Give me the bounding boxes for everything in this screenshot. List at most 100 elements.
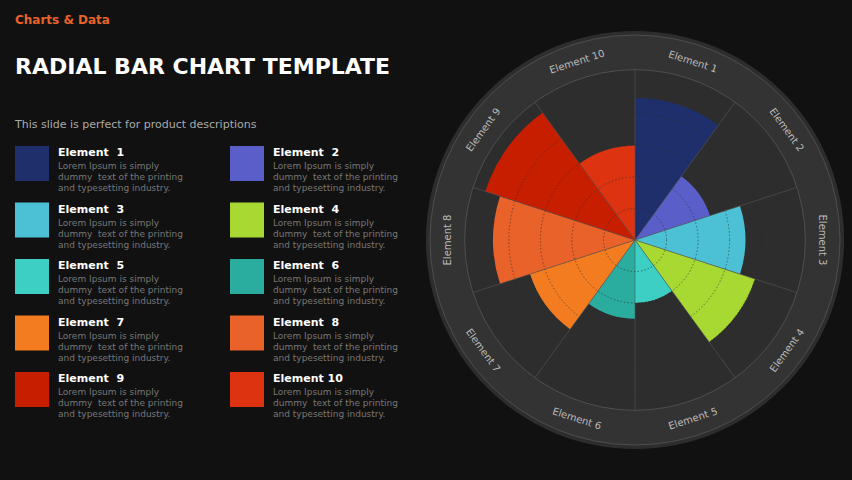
legend-note-line: and typesetting industry.	[273, 240, 385, 250]
legend-note-line: Lorem Ipsum is simply	[58, 331, 160, 341]
bar	[635, 240, 672, 303]
legend-note-line: dummy text of the printing	[273, 398, 398, 408]
legend-note: Lorem Ipsum is simplydummy text of the p…	[273, 387, 398, 419]
legend-label: Element 1	[58, 146, 124, 159]
legend-note-line: dummy text of the printing	[58, 342, 183, 352]
legend-note: Lorem Ipsum is simplydummy text of the p…	[58, 161, 183, 193]
ring-label: Element 10	[548, 47, 606, 75]
legend-swatch	[230, 259, 264, 294]
divider	[635, 240, 636, 410]
radial-plot: Element 1 Element 2 Element 3 Element 4 Elem…	[426, 31, 844, 449]
legend-note: Lorem Ipsum is simplydummy text of the p…	[58, 387, 183, 419]
legend-note-line: and typesetting industry.	[273, 409, 385, 419]
legend-note-line: Lorem Ipsum is simply	[58, 218, 160, 228]
legend-note-line: dummy text of the printing	[273, 285, 398, 295]
ring-label: Element 4	[767, 326, 806, 374]
divider	[535, 102, 635, 240]
legend-item: Element 1 Lorem Ipsum is simplydummy text…	[15, 146, 183, 193]
legend-label: Element 4	[273, 203, 339, 216]
legend-note-line: and typesetting industry.	[58, 296, 170, 306]
legend-swatch	[230, 203, 264, 238]
legend-label: Element 7	[58, 316, 124, 329]
ring-label: Element 1	[667, 48, 719, 74]
divider	[635, 102, 735, 240]
legend-note-line: Lorem Ipsum is simply	[273, 218, 375, 228]
legend-item: Element 7 Lorem Ipsum is simplydummy text…	[15, 316, 183, 363]
legend-label: Element 6	[273, 259, 339, 272]
legend-swatch	[15, 372, 49, 407]
legend-swatch	[15, 203, 49, 238]
divider	[635, 187, 797, 240]
legend-label: Element 2	[273, 146, 339, 159]
legend-note-line: dummy text of the printing	[58, 398, 183, 408]
legend-note-line: Lorem Ipsum is simply	[273, 274, 375, 284]
legend-label: Element 3	[58, 203, 124, 216]
legend-note-line: Lorem Ipsum is simply	[58, 161, 160, 171]
legend-note: Lorem Ipsum is simplydummy text of the p…	[273, 331, 398, 363]
legend-note-line: Lorem Ipsum is simply	[58, 387, 160, 397]
legend-swatch	[15, 259, 49, 294]
ring-label: Element 8	[442, 215, 453, 266]
legend-label: Element 9	[58, 372, 124, 385]
bars	[485, 98, 755, 342]
bar	[579, 145, 635, 240]
legend-note-line: Lorem Ipsum is simply	[58, 274, 160, 284]
legend: Element 1Lorem Ipsum is simplydummy text…	[15, 146, 398, 419]
legend-note-line: dummy text of the printing	[58, 229, 183, 239]
legend-item: Element 3 Lorem Ipsum is simplydummy text…	[15, 203, 183, 250]
legend-note: Lorem Ipsum is simplydummy text of the p…	[273, 161, 398, 193]
legend-label: Element 5	[58, 259, 124, 272]
legend-note-line: and typesetting industry.	[273, 296, 385, 306]
legend-item: Element 9 Lorem Ipsum is simplydummy text…	[15, 372, 183, 419]
legend-note-line: dummy text of the printing	[58, 172, 183, 182]
legend-note-line: and typesetting industry.	[58, 183, 170, 193]
title: RADIAL BAR CHART TEMPLATE	[15, 54, 390, 79]
legend-note-line: and typesetting industry.	[58, 353, 170, 363]
legend-item: Element 2 Lorem Ipsum is simplydummy text…	[230, 146, 398, 193]
legend-note-line: and typesetting industry.	[273, 353, 385, 363]
ring-label: Element 7	[464, 326, 503, 374]
legend-item: Element 8Lorem Ipsum is simplydummy text…	[230, 316, 398, 363]
divider	[535, 240, 635, 378]
legend-note-line: dummy text of the printing	[273, 229, 398, 239]
bar	[485, 112, 635, 240]
legend-item: Element 6 Lorem Ipsum is simplydummy text…	[230, 259, 398, 306]
legend-item: Element 10 Lorem Ipsum is simplydummy tex…	[230, 372, 398, 419]
ring-labels: Element 1 Element 2 Element 3 Element 4 Elem…	[442, 47, 828, 431]
divider	[473, 240, 635, 293]
legend-swatch	[230, 372, 264, 407]
legend-note-line: Lorem Ipsum is simply	[273, 387, 375, 397]
supertitle: Charts & Data	[15, 13, 110, 27]
legend-note-line: dummy text of the printing	[58, 285, 183, 295]
subtitle: This slide is perfect for product descri…	[14, 118, 257, 131]
ring-label: Element 6	[551, 405, 603, 431]
background	[0, 0, 852, 480]
divider	[635, 70, 636, 240]
legend-note-line: and typesetting industry.	[58, 240, 170, 250]
ring-label: Element 9	[464, 106, 503, 154]
legend-note: Lorem Ipsum is simplydummy text of the p…	[58, 274, 183, 306]
legend-note: Lorem Ipsum is simplydummy text of the p…	[273, 218, 398, 250]
ring-label: Element 2	[767, 106, 806, 154]
legend-note: Lorem Ipsum is simplydummy text of the p…	[58, 218, 183, 250]
legend-note: Lorem Ipsum is simplydummy text of the p…	[58, 331, 183, 363]
label-ring	[430, 35, 840, 445]
legend-note-line: dummy text of the printing	[273, 172, 398, 182]
ring-label: Element 5	[667, 405, 719, 431]
legend-swatch	[15, 316, 49, 351]
ring-label: Element 3	[817, 215, 828, 266]
legend-label: Element 10	[273, 372, 343, 385]
chart: Charts & Data RADIAL BAR CHART TEMPLATE Th…	[0, 0, 852, 480]
legend-note-line: Lorem Ipsum is simply	[273, 161, 375, 171]
legend-note: Lorem Ipsum is simplydummy text of the p…	[273, 274, 398, 306]
legend-swatch	[230, 146, 264, 181]
bar	[635, 240, 755, 342]
legend-item: Element 5 Lorem Ipsum is simplydummy text…	[15, 259, 183, 306]
grid	[473, 70, 797, 411]
legend-swatch	[230, 316, 264, 351]
divider	[635, 240, 735, 378]
divider	[635, 240, 797, 293]
legend-note-line: Lorem Ipsum is simply	[273, 331, 375, 341]
legend-note-line: and typesetting industry.	[273, 183, 385, 193]
legend-item: Element 4 Lorem Ipsum is simplydummy text…	[230, 203, 398, 250]
